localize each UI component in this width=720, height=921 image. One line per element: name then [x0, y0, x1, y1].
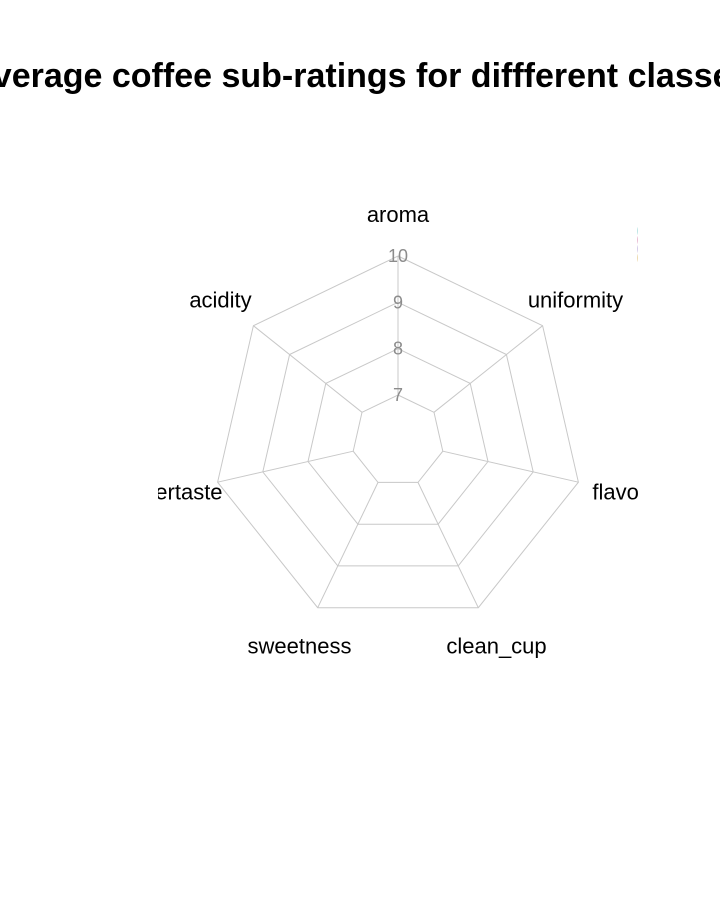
ring-tick-label-8: 8	[393, 339, 403, 359]
ring-tick-label-9: 9	[393, 292, 403, 312]
grid-spoke-aftertaste	[218, 451, 354, 482]
axis-label-aftertaste: aftertaste	[131, 480, 223, 505]
axis-label-acidity: acidity	[189, 288, 251, 313]
legend-marker-1	[638, 226, 666, 254]
legend-marker-0	[638, 217, 666, 245]
axis-label-aroma: aroma	[367, 202, 430, 227]
axis-label-uniformity: uniformity	[528, 288, 623, 313]
legend-marker-2	[638, 235, 666, 263]
legend-marker-3	[638, 244, 666, 272]
grid-spoke-clean_cup	[418, 482, 478, 607]
axis-label-clean_cup: clean_cup	[446, 634, 546, 659]
grid-spoke-flavor	[443, 451, 579, 482]
grid-spoke-uniformity	[434, 326, 543, 413]
axis-label-sweetness: sweetness	[248, 634, 352, 659]
axis-label-flavor: flavor	[592, 480, 646, 505]
ring-tick-label-7: 7	[393, 385, 403, 405]
ring-tick-label-10: 10	[388, 246, 408, 266]
grid-ring-7	[353, 395, 443, 482]
grid-spoke-sweetness	[318, 482, 378, 607]
grid-spoke-acidity	[253, 326, 362, 413]
